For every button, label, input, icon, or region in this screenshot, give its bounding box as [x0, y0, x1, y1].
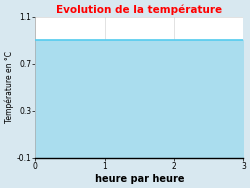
Title: Evolution de la température: Evolution de la température: [56, 4, 222, 15]
X-axis label: heure par heure: heure par heure: [95, 174, 184, 184]
Y-axis label: Température en °C: Température en °C: [4, 51, 14, 123]
